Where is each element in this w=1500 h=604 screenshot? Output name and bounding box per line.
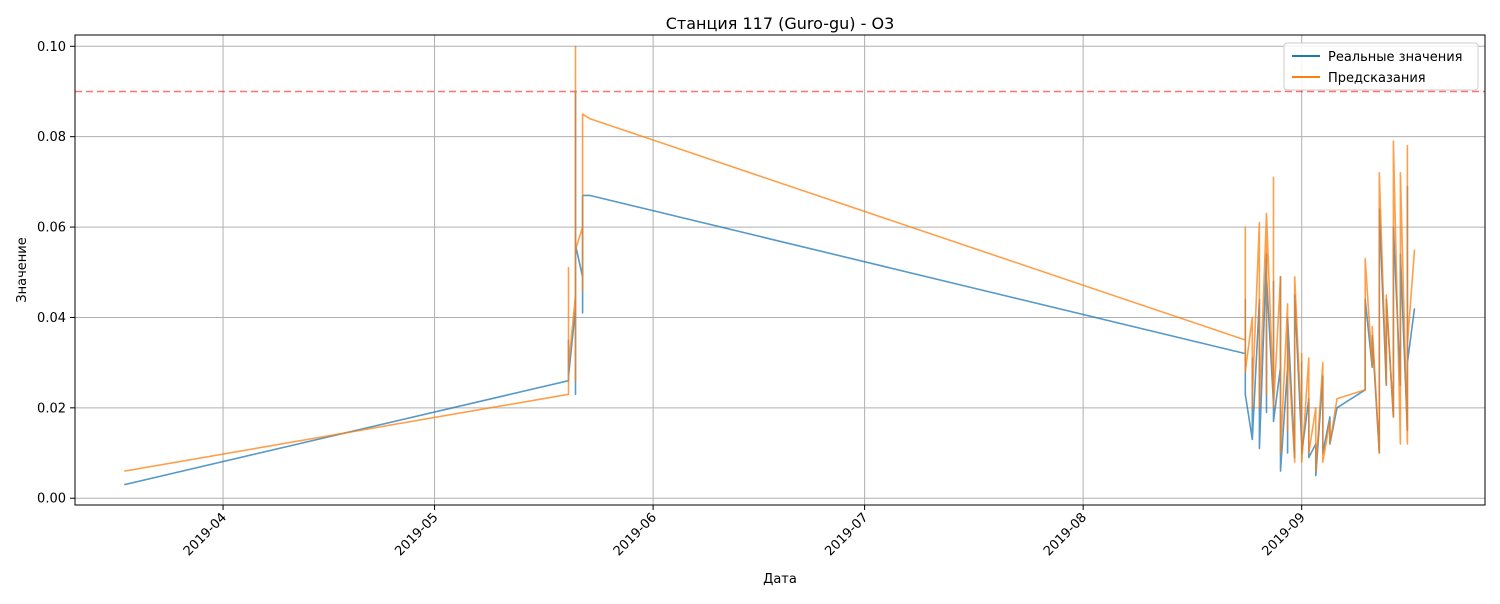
- series-line-predicted: [124, 45, 1416, 472]
- y-tick-label: 0.06: [37, 221, 66, 236]
- y-tick-label: 0.00: [37, 492, 66, 507]
- series-layer: [124, 45, 1416, 486]
- x-tick-label: 2019-06: [611, 510, 660, 559]
- x-tick-label: 2019-08: [1041, 510, 1090, 559]
- x-tick-label: 2019-04: [181, 510, 230, 559]
- x-tick-label: 2019-05: [392, 510, 441, 559]
- y-tick-label: 0.10: [37, 40, 66, 55]
- chart-title: Станция 117 (Guro-gu) - O3: [666, 14, 895, 33]
- x-tick-label: 2019-07: [822, 510, 871, 559]
- grid: [75, 35, 1485, 505]
- legend-label-real: Реальные значения: [1328, 50, 1463, 65]
- y-tick-label: 0.08: [37, 130, 66, 145]
- y-axis-ticks: 0.00 0.02 0.04 0.06 0.08 0.10: [37, 40, 75, 507]
- x-axis-ticks: 2019-04 2019-05 2019-06 2019-07 2019-08 2019-…: [181, 505, 1309, 559]
- plot-frame: [74, 34, 1486, 506]
- legend: Реальные значения Предсказания: [1283, 42, 1479, 91]
- y-tick-label: 0.04: [37, 311, 66, 326]
- legend-box: [1283, 42, 1479, 91]
- x-axis-label: Дата: [763, 572, 797, 587]
- y-tick-label: 0.02: [37, 401, 66, 416]
- series-line-real: [124, 90, 1416, 486]
- x-tick-label: 2019-09: [1260, 510, 1309, 559]
- y-axis-label: Значение: [15, 237, 30, 302]
- legend-label-predicted: Предсказания: [1328, 71, 1426, 86]
